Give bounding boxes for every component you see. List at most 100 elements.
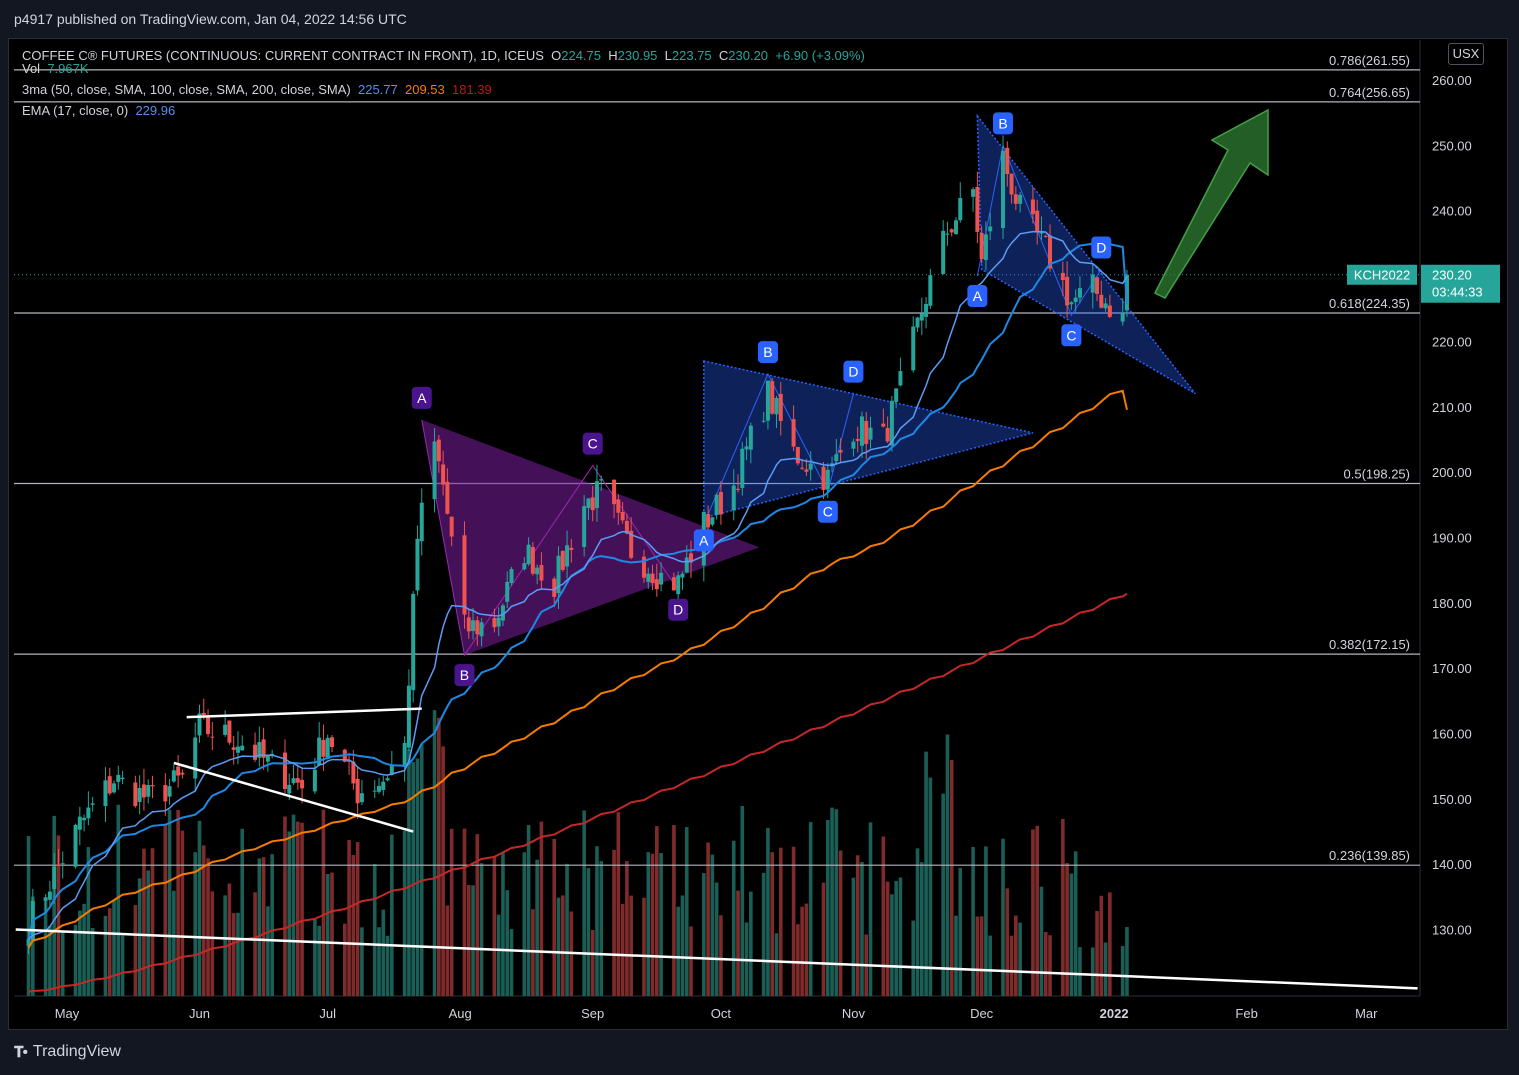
legend-vol-row[interactable]: Vol 7.967K [22, 58, 865, 79]
candle-body [825, 469, 830, 490]
volume-bar [616, 812, 621, 996]
candle-body [261, 739, 266, 758]
volume-bar [740, 805, 745, 996]
candle-body [56, 864, 61, 866]
candle-body [928, 275, 933, 306]
candle-body [73, 824, 78, 867]
candle-body [774, 397, 779, 415]
currency-button[interactable]: USX [1448, 43, 1484, 65]
candle-body [680, 573, 685, 578]
legend-ema-row[interactable]: EMA (17, close, 0) 229.96 [22, 100, 865, 121]
candle-body [834, 454, 839, 462]
volume-bar [680, 895, 685, 996]
y-tick-label: 170.00 [1432, 661, 1472, 676]
low-value: 223.75 [671, 48, 712, 63]
candle-body [141, 784, 146, 798]
trendlines [15, 707, 1418, 990]
publish-header: p4917 published on TradingView.com, Jan … [0, 0, 1519, 38]
candle-body [859, 416, 864, 446]
candle-body [1039, 231, 1044, 234]
volume-bar [1095, 911, 1099, 996]
volume-bar [509, 928, 514, 996]
ma200-value: 181.39 [451, 82, 492, 97]
candle-body [1090, 274, 1095, 293]
volume-bar [535, 859, 539, 996]
candle-body [240, 745, 245, 751]
candle-body [569, 547, 574, 551]
candle-body [706, 514, 711, 528]
volume-bar [915, 848, 920, 996]
volume-bar [646, 852, 651, 996]
volume-bar [240, 828, 245, 996]
volume-bar [984, 846, 988, 996]
price-axis: 260.00250.00240.00230.00220.00210.00200.… [1432, 73, 1472, 938]
pattern-point-label: C [823, 504, 833, 520]
volume-bar [920, 862, 924, 996]
volume-bar [988, 935, 992, 996]
volume-bar [1073, 851, 1078, 996]
pattern-point-label: A [417, 390, 427, 406]
symbol-tag-text: KCH2022 [1354, 268, 1410, 283]
candlesticks [26, 135, 1129, 955]
candle-body [372, 790, 377, 792]
candle-body [646, 573, 651, 582]
chart-legend: COFFEE C® FUTURES (CONTINUOUS: CURRENT C… [22, 45, 865, 121]
pattern-point-marker [757, 341, 778, 364]
volume-bar [146, 870, 151, 996]
volume-bar [894, 880, 898, 996]
candle-body [223, 724, 228, 735]
volume-bar [475, 834, 480, 996]
volume-bar [180, 830, 185, 996]
volume-bar [1035, 825, 1039, 996]
candle-body [770, 381, 775, 414]
volume-bar [466, 885, 471, 996]
volume-bar [971, 846, 975, 996]
volume-bar [150, 848, 155, 996]
candle-body [82, 817, 87, 821]
vol-value: 7.967K [47, 61, 89, 76]
candle-body [641, 556, 646, 578]
candle-body [736, 488, 741, 490]
candle-body [381, 781, 386, 790]
volume-bar [1014, 915, 1018, 996]
x-tick-label: Jun [189, 1006, 210, 1021]
volume-bar [642, 897, 646, 996]
pattern-point-marker [582, 432, 603, 455]
symbol-tag-bg [1347, 264, 1417, 285]
symbol-title[interactable]: COFFEE C® FUTURES (CONTINUOUS: CURRENT C… [22, 48, 544, 63]
pattern-point-marker [817, 500, 838, 523]
volume-bar [526, 825, 531, 996]
candle-body [599, 479, 604, 481]
legend-ma-row[interactable]: 3ma (50, close, SMA, 100, close, SMA, 20… [22, 79, 865, 100]
volume-bar [313, 919, 317, 996]
volume-bar [193, 852, 198, 996]
y-tick-label: 240.00 [1432, 204, 1472, 219]
candle-body [479, 622, 484, 637]
candle-body [552, 578, 557, 597]
candle-body [146, 785, 151, 797]
trendline-upper [186, 707, 422, 719]
candle-body [355, 778, 360, 804]
pattern-point-label: A [973, 288, 983, 304]
volume-bar [924, 751, 928, 996]
candle-body [295, 778, 300, 783]
candle-body [1120, 313, 1125, 322]
volume-bar [552, 838, 557, 996]
candle-body [949, 229, 954, 233]
volume-bar [325, 873, 330, 996]
volume-bar [761, 872, 766, 996]
volume-bar [556, 897, 561, 996]
volume-bar [283, 816, 287, 996]
volume-bar [90, 927, 95, 996]
volume-bar [343, 923, 347, 996]
volume-bar [266, 906, 270, 996]
tradingview-logo[interactable]: 𝐓• TradingView [14, 1043, 121, 1061]
candle-body [894, 388, 899, 402]
volume-bar [714, 882, 719, 996]
volume-bar [860, 862, 864, 996]
candle-body [107, 776, 112, 794]
candle-body [1060, 272, 1065, 281]
volume-bar [565, 863, 569, 996]
volume-bar [1061, 818, 1065, 996]
